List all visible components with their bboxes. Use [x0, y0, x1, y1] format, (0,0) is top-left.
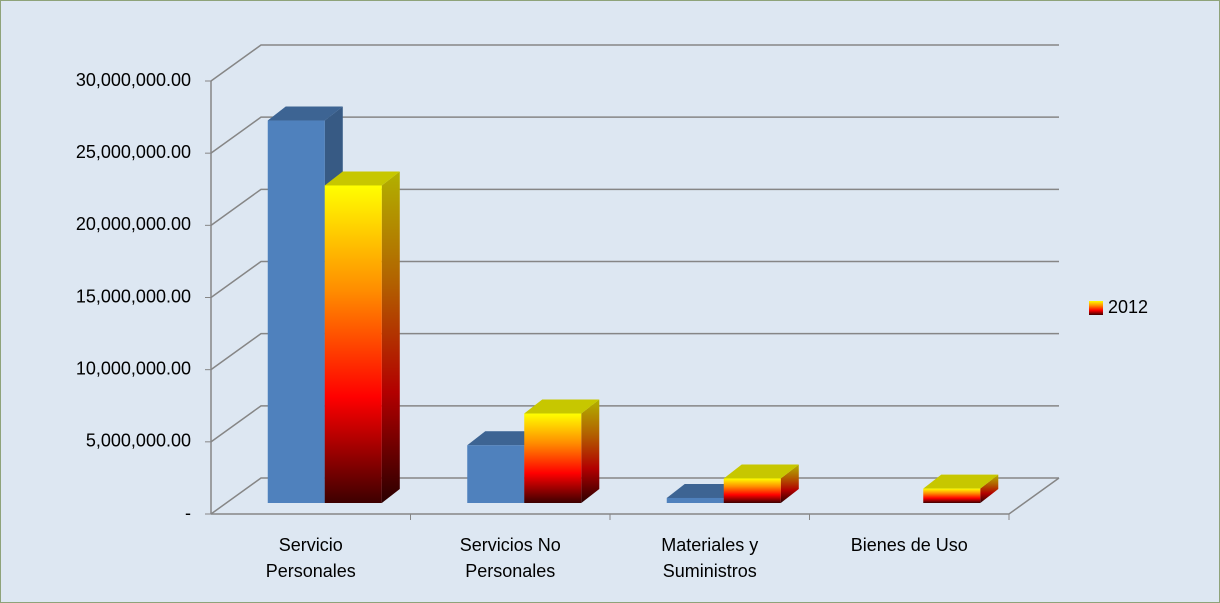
bar-front	[923, 488, 981, 503]
bar-top-shade	[267, 106, 343, 121]
grid-line	[210, 332, 1059, 371]
legend-swatch	[1089, 301, 1103, 315]
bar-side-shade	[980, 474, 999, 503]
x-tick-label: Materiales y Suministros	[661, 535, 759, 581]
bar-front	[723, 478, 781, 503]
y-tick-label: 20,000,000.00	[76, 214, 191, 234]
bar	[324, 171, 400, 503]
grid-line	[210, 260, 1059, 299]
x-tick-label: Servicio Personales	[265, 535, 356, 581]
y-tick-label: 10,000,000.00	[76, 358, 191, 378]
bar-top	[267, 106, 343, 121]
y-tick-label: -	[185, 503, 191, 523]
bar-top	[923, 474, 999, 489]
bar-side	[980, 474, 999, 503]
bar-top	[467, 431, 543, 446]
bar-top	[723, 464, 799, 479]
bar-side	[581, 399, 600, 503]
bar-front	[267, 120, 325, 504]
bar	[524, 399, 600, 503]
bar-top-shade	[666, 483, 742, 498]
grid-line	[210, 405, 1059, 443]
bar-side-shade	[780, 464, 799, 503]
bar-front	[666, 497, 724, 503]
y-tick-label: 5,000,000.00	[86, 431, 191, 451]
bar	[723, 464, 799, 503]
bar-side	[381, 171, 400, 503]
bar-top-shade	[524, 399, 600, 414]
bar-front	[467, 445, 525, 503]
grid-line	[210, 44, 1059, 82]
bar-side-shade	[581, 399, 600, 503]
y-tick-label: 15,000,000.00	[76, 286, 191, 306]
bar-top-shade	[324, 171, 400, 186]
grid-line	[210, 188, 1059, 226]
bar-top	[666, 483, 742, 498]
y-tick-label: 25,000,000.00	[76, 142, 191, 162]
bar-top	[524, 399, 600, 414]
bar	[923, 474, 999, 503]
x-tick-label: Servicios No Personales	[459, 535, 561, 581]
bar-front	[524, 413, 582, 503]
bar-top-shade	[467, 431, 543, 446]
bar-top-shade	[923, 474, 999, 489]
bar-front	[324, 185, 382, 503]
bar-top-shade	[723, 464, 799, 479]
grid-line	[210, 116, 1059, 154]
bar-side-shade	[381, 171, 400, 503]
bar-side	[780, 464, 799, 503]
y-tick-label: 30,000,000.00	[76, 70, 191, 90]
bar-top	[324, 171, 400, 186]
legend-label: 2012	[1108, 297, 1148, 317]
x-tick-label: Bienes de Uso	[850, 535, 968, 555]
